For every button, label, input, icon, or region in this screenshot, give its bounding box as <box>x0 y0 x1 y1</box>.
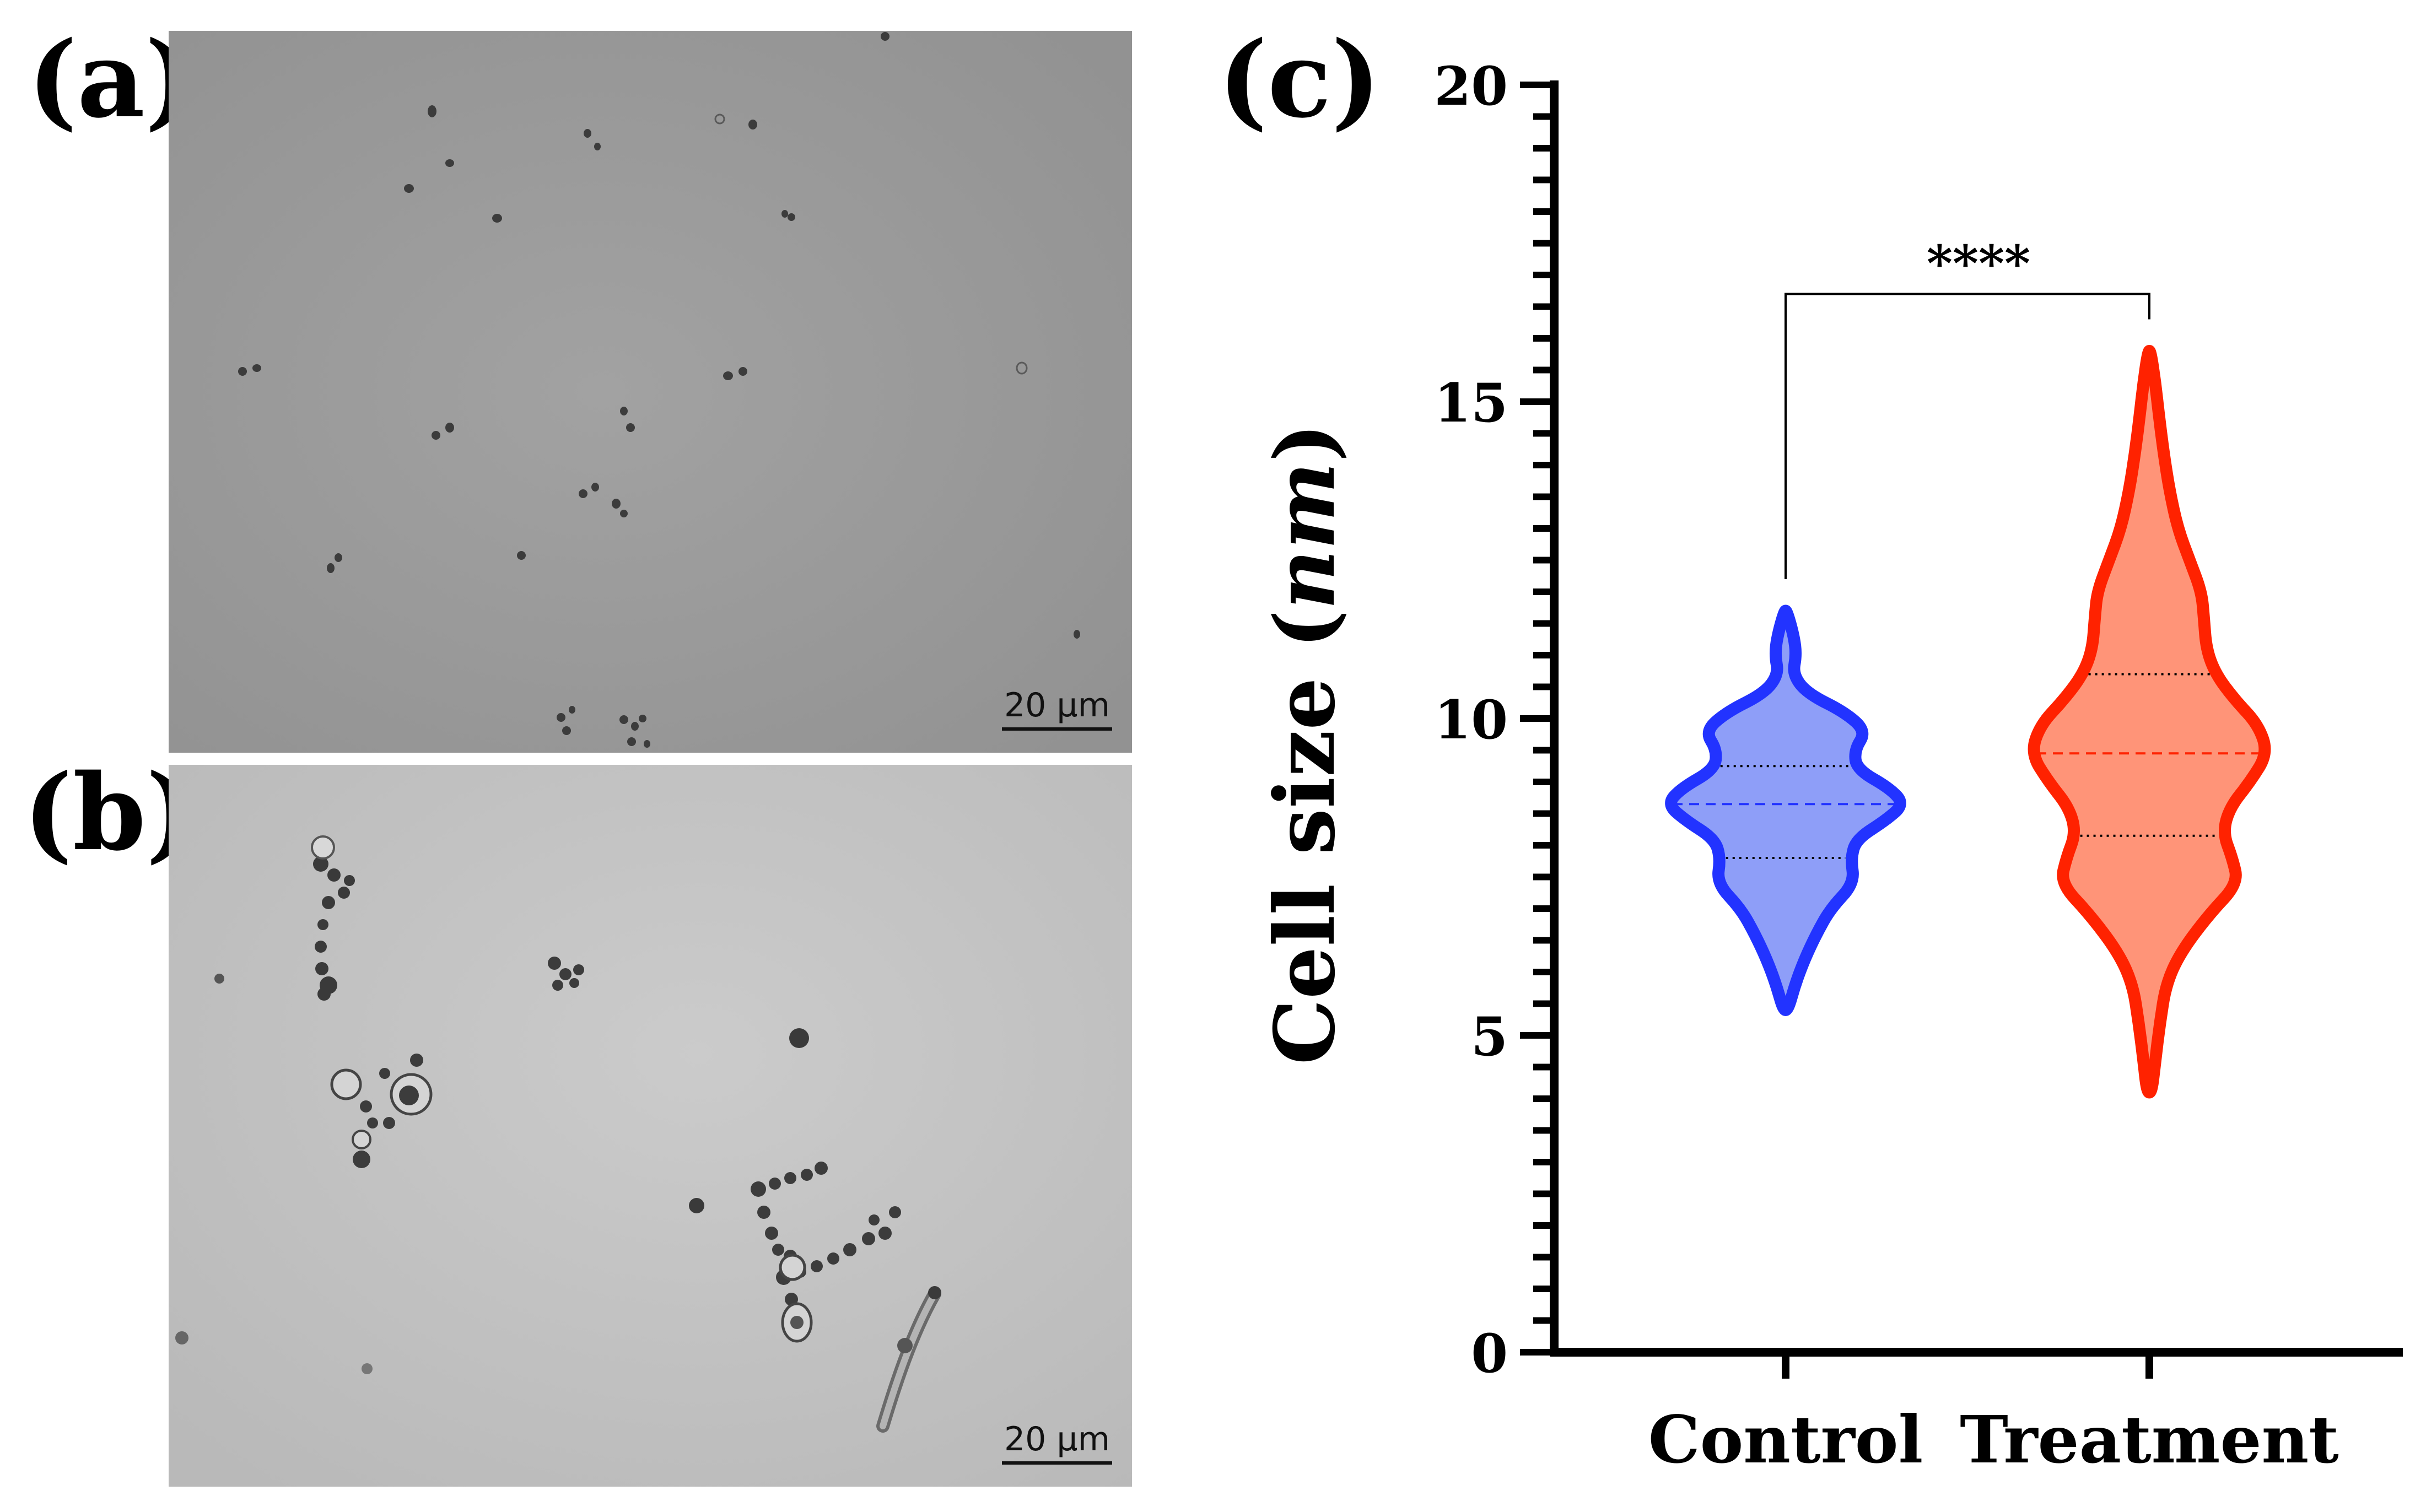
scale-bar-b-line <box>1002 1461 1112 1465</box>
y-tick-label: 20 <box>1434 55 1508 117</box>
significance-bracket <box>1785 293 2150 579</box>
scale-bar-b-label: 20 µm <box>1004 1420 1110 1459</box>
micrograph-b-image <box>169 765 1132 1487</box>
scale-bar-a-label: 20 µm <box>1004 686 1110 725</box>
y-axis-label: Cell size (nm) <box>1257 423 1354 1065</box>
y-axis-label-text: Cell size ( <box>1257 609 1354 1065</box>
y-axis-label-close: ) <box>1257 423 1354 462</box>
panel-label-c: (c) <box>1218 18 1381 141</box>
violin-layer <box>1665 345 2271 1099</box>
scale-bar-b: 20 µm <box>1002 1423 1112 1465</box>
scale-bar-a: 20 µm <box>1002 689 1112 731</box>
micrograph-b: 20 µm <box>169 765 1132 1487</box>
axis-layer: Control Treatment 0 5 10 15 20 **** <box>1434 55 2403 1478</box>
y-tick-label: 5 <box>1471 1006 1508 1068</box>
violin-treatment <box>2028 345 2271 1099</box>
y-tick-label: 15 <box>1434 372 1508 434</box>
x-tick-label-control: Control <box>1648 1401 1923 1478</box>
panel-label-a: (a) <box>28 18 195 141</box>
scale-bar-a-line <box>1002 727 1112 731</box>
micrograph-a-image <box>169 31 1132 753</box>
x-tick-label-treatment: Treatment <box>1960 1401 2339 1478</box>
y-axis-label-unit: nm <box>1257 462 1354 609</box>
y-tick-label: 10 <box>1434 689 1508 751</box>
panel-label-b: (b) <box>23 751 196 874</box>
micrograph-a: 20 µm <box>169 31 1132 753</box>
violin-control <box>1665 604 1906 1016</box>
significance-label: **** <box>1927 235 2030 293</box>
y-tick-label: 0 <box>1471 1322 1508 1385</box>
violin-chart: Control Treatment 0 5 10 15 20 **** Cell size (… <box>1257 55 2403 1478</box>
